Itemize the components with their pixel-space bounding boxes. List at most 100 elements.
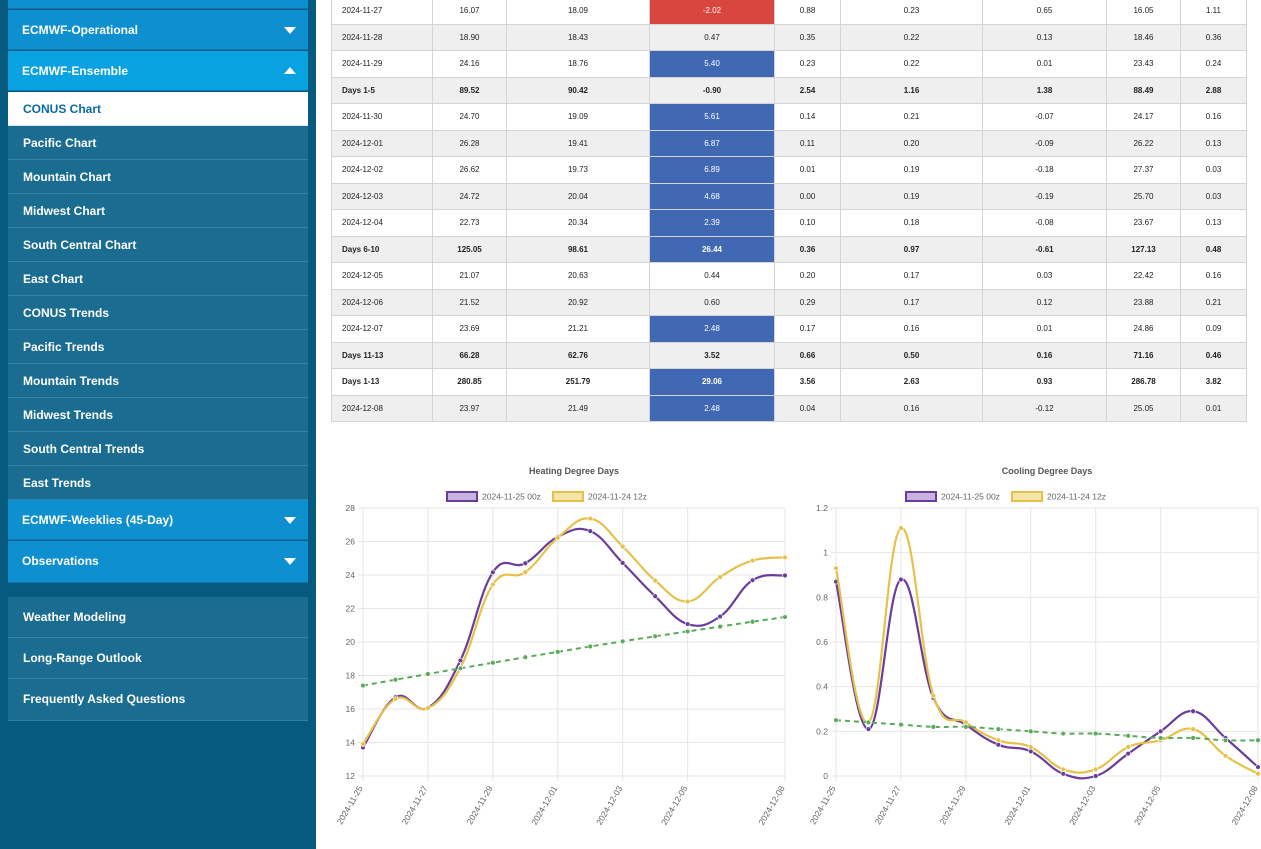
accordion-ecmwf-weeklies[interactable]: ECMWF-Weeklies (45-Day) <box>8 500 308 540</box>
y-tick-label: 14 <box>346 738 356 748</box>
table-cell: 0.03 <box>982 262 1107 290</box>
table-cell: 0.23 <box>774 50 841 78</box>
table-cell: 16.05 <box>1106 0 1181 25</box>
nav-faq[interactable]: Frequently Asked Questions <box>8 679 308 721</box>
sidebar-item-east-chart[interactable]: East Chart <box>8 262 308 296</box>
table-cell: 0.97 <box>840 235 983 263</box>
data-point <box>1092 773 1099 779</box>
series-line-2 <box>835 719 1259 742</box>
table-cell: 21.07 <box>432 262 507 290</box>
data-point <box>1092 766 1099 772</box>
y-tick-label: 0 <box>823 771 828 781</box>
row-label-cell: 2024-12-04 <box>331 209 433 237</box>
data-point <box>522 654 529 660</box>
table-cell: 19.09 <box>506 103 650 131</box>
accordion-observations[interactable]: Observations <box>8 541 308 583</box>
sidebar-item-mountain-trends[interactable]: Mountain Trends <box>8 364 308 398</box>
table-row: 2024-12-07 23.69 21.21 2.48 0.17 0.16 0.01 24.8… <box>331 315 1247 343</box>
row-label-cell: 2024-12-02 <box>331 156 433 184</box>
data-point <box>963 719 969 726</box>
table-cell: 26.44 <box>649 235 775 263</box>
data-point <box>555 649 561 655</box>
accordion-ecmwf-operational[interactable]: ECMWF-Operational <box>8 10 308 50</box>
table-cell: 24.70 <box>432 103 507 131</box>
table-cell: 0.03 <box>1180 156 1247 184</box>
accordion-label: ECMWF-Operational <box>22 23 138 37</box>
sidebar-item-south-central-trends[interactable]: South Central Trends <box>8 432 308 466</box>
x-tick-label: 2024-12-05 <box>1132 784 1163 827</box>
data-point <box>1028 728 1034 735</box>
data-point <box>930 724 937 730</box>
sidebar: ECMWF-Operational ECMWF-Ensemble CONUS C… <box>0 0 316 849</box>
table-row: 2024-11-27 16.07 18.09 -2.02 0.88 0.23 0.65 16.… <box>331 0 1247 25</box>
y-tick-label: 0.4 <box>816 682 828 692</box>
table-cell: -0.07 <box>982 103 1107 131</box>
table-cell: 20.92 <box>506 288 650 316</box>
table-row: 2024-11-28 18.90 18.43 0.47 0.35 0.22 0.13 18.4… <box>331 23 1247 51</box>
data-point <box>963 724 969 730</box>
sidebar-item-label: East Trends <box>23 476 92 490</box>
data-point <box>684 628 691 635</box>
table-cell: 2.63 <box>840 368 983 396</box>
chart-svg: Cooling Degree Days 2024-11-25 00z 2024-11… <box>808 466 1261 827</box>
sidebar-item-mountain-chart[interactable]: Mountain Chart <box>8 160 308 194</box>
table-cell: 280.85 <box>432 368 507 396</box>
series-line-0 <box>362 527 786 749</box>
nav-label: Weather Modeling <box>23 610 127 624</box>
table-cell: 1.11 <box>1180 0 1247 25</box>
table-cell: 20.04 <box>506 182 650 210</box>
sidebar-item-south-central-chart[interactable]: South Central Chart <box>8 228 308 262</box>
table-cell: 23.67 <box>1106 209 1181 237</box>
data-point <box>619 560 626 566</box>
sidebar-item-pacific-chart[interactable]: Pacific Chart <box>8 126 308 160</box>
table-cell: 23.88 <box>1106 288 1181 316</box>
table-cell: 18.90 <box>432 23 507 51</box>
nav-long-range-outlook[interactable]: Long-Range Outlook <box>8 638 308 679</box>
row-label-cell: 2024-12-06 <box>331 288 433 316</box>
chart-svg: Heating Degree Days 2024-11-25 00z 2024-11… <box>335 466 788 827</box>
legend-swatch <box>446 491 478 502</box>
table-cell: 98.61 <box>506 235 650 263</box>
sidebar-item-midwest-chart[interactable]: Midwest Chart <box>8 194 308 228</box>
data-point <box>652 633 658 640</box>
table-cell: 2.39 <box>649 209 775 237</box>
data-point <box>1060 730 1066 737</box>
nav-weather-modeling[interactable]: Weather Modeling <box>8 597 308 638</box>
heating-degree-days-chart: Heating Degree Days 2024-11-25 00z 2024-11… <box>330 455 795 845</box>
legend-swatch <box>552 491 584 502</box>
accordion-label: Observations <box>22 554 99 568</box>
table-row: 2024-11-29 24.16 18.76 5.40 0.23 0.22 0.01 23.4… <box>331 50 1247 78</box>
table-cell: 0.44 <box>649 262 775 290</box>
sidebar-item-label: Midwest Chart <box>23 204 106 218</box>
data-point <box>490 569 496 576</box>
accordion-ecmwf-ensemble[interactable]: ECMWF-Ensemble <box>8 51 308 91</box>
table-cell: 1.38 <box>982 76 1107 104</box>
table-cell: 24.72 <box>432 182 507 210</box>
table-cell: 26.62 <box>432 156 507 184</box>
sidebar-item-east-trends[interactable]: East Trends <box>8 466 308 500</box>
data-point <box>749 577 756 583</box>
data-point <box>1190 726 1196 732</box>
table-cell: 0.48 <box>1180 235 1247 263</box>
row-label-cell: Days 6-10 <box>331 235 433 263</box>
data-point <box>1125 744 1131 750</box>
data-point <box>360 741 366 747</box>
table-cell: 0.04 <box>774 394 841 422</box>
row-label-cell: Days 1-13 <box>331 368 433 396</box>
row-label-cell: 2024-12-03 <box>331 182 433 210</box>
data-point <box>1222 753 1229 759</box>
table-cell: 88.49 <box>1106 76 1181 104</box>
table-cell: 18.43 <box>506 23 650 51</box>
table-cell: -2.02 <box>649 0 775 25</box>
table-cell: 2.48 <box>649 394 775 422</box>
data-point <box>1255 764 1261 770</box>
table-cell: 0.01 <box>982 315 1107 343</box>
sidebar-item-conus-chart[interactable]: CONUS Chart <box>8 92 308 126</box>
sidebar-item-pacific-trends[interactable]: Pacific Trends <box>8 330 308 364</box>
sidebar-item-conus-trends[interactable]: CONUS Trends <box>8 296 308 330</box>
table-cell: 0.14 <box>774 103 841 131</box>
y-tick-label: 18 <box>346 671 356 681</box>
table-cell: 71.16 <box>1106 341 1181 369</box>
sidebar-item-midwest-trends[interactable]: Midwest Trends <box>8 398 308 432</box>
sidebar-item-label: South Central Trends <box>23 442 145 456</box>
